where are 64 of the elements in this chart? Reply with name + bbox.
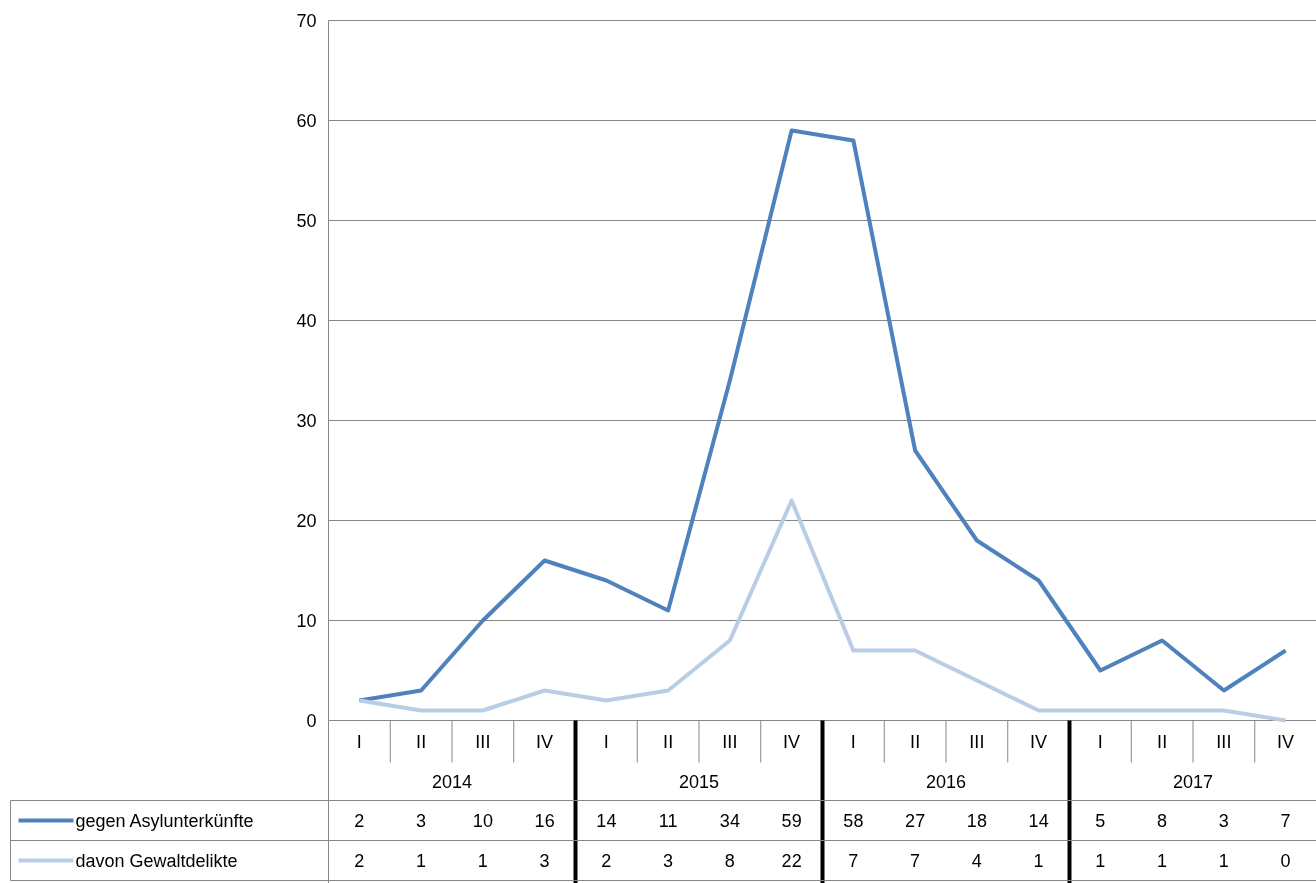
data-label: 3 <box>663 851 674 871</box>
data-label: 22 <box>781 851 802 871</box>
data-label: 5 <box>1095 811 1106 831</box>
legend-label: gegen Asylunterkünfte <box>75 810 254 831</box>
x-tick-label: II <box>416 731 427 752</box>
x-tick-label: I <box>356 731 362 752</box>
y-tick-label: 30 <box>296 411 317 431</box>
data-label: 2 <box>601 851 612 871</box>
x-tick-label: II <box>663 731 674 752</box>
data-label: 34 <box>719 811 740 831</box>
data-label: 58 <box>843 811 864 831</box>
data-label: 11 <box>658 811 678 831</box>
data-label: 8 <box>724 851 735 871</box>
x-tick-label: IV <box>1277 731 1295 752</box>
y-tick-label: 40 <box>296 311 317 331</box>
data-label: 1 <box>416 851 427 871</box>
data-label: 3 <box>1218 811 1229 831</box>
x-tick-label: III <box>722 731 738 752</box>
legend-label: davon Gewaltdelikte <box>75 850 238 871</box>
data-label: 27 <box>905 811 926 831</box>
line-series <box>357 498 1288 723</box>
data-label: 18 <box>966 811 987 831</box>
data-label: 1 <box>477 851 488 871</box>
y-tick-label: 0 <box>306 711 317 731</box>
data-label: 8 <box>1157 811 1168 831</box>
x-tick-label: IV <box>783 731 801 752</box>
data-label: 3 <box>539 851 550 871</box>
y-tick-label: 60 <box>296 111 317 131</box>
data-label: 14 <box>1028 811 1049 831</box>
data-label: 1 <box>1157 851 1168 871</box>
x-tick-label: IV <box>536 731 554 752</box>
y-tick-label: 50 <box>296 211 317 231</box>
data-label: 14 <box>596 811 617 831</box>
line-series <box>357 128 1288 703</box>
data-label: 1 <box>1218 851 1229 871</box>
x-tick-label: I <box>603 731 609 752</box>
data-label: 59 <box>781 811 802 831</box>
y-tick-label: 20 <box>296 511 317 531</box>
data-label: 7 <box>1280 811 1291 831</box>
data-label: 0 <box>1280 851 1291 871</box>
text: 2014 <box>431 772 473 792</box>
data-label: 10 <box>472 811 493 831</box>
y-tick-label: 10 <box>296 611 317 631</box>
data-label: 3 <box>416 811 427 831</box>
x-tick-label: I <box>1097 731 1103 752</box>
text: 2016 <box>925 772 967 792</box>
data-label: 2 <box>354 851 365 871</box>
x-tick-label: III <box>969 731 985 752</box>
x-tick-label: II <box>910 731 921 752</box>
data-label: 7 <box>848 851 859 871</box>
data-label: 16 <box>534 811 555 831</box>
data-label: 1 <box>1033 851 1044 871</box>
data-label: 7 <box>910 851 921 871</box>
text: 2015 <box>678 772 720 792</box>
x-tick-label: III <box>475 731 491 752</box>
x-tick-label: IV <box>1030 731 1048 752</box>
x-tick-label: II <box>1157 731 1168 752</box>
data-label: 1 <box>1095 851 1106 871</box>
x-tick-label: III <box>1216 731 1232 752</box>
x-tick-label: I <box>850 731 856 752</box>
data-label: 2 <box>354 811 365 831</box>
y-tick-label: 70 <box>296 11 317 31</box>
data-label: 4 <box>971 851 982 871</box>
text: 2017 <box>1172 772 1214 792</box>
